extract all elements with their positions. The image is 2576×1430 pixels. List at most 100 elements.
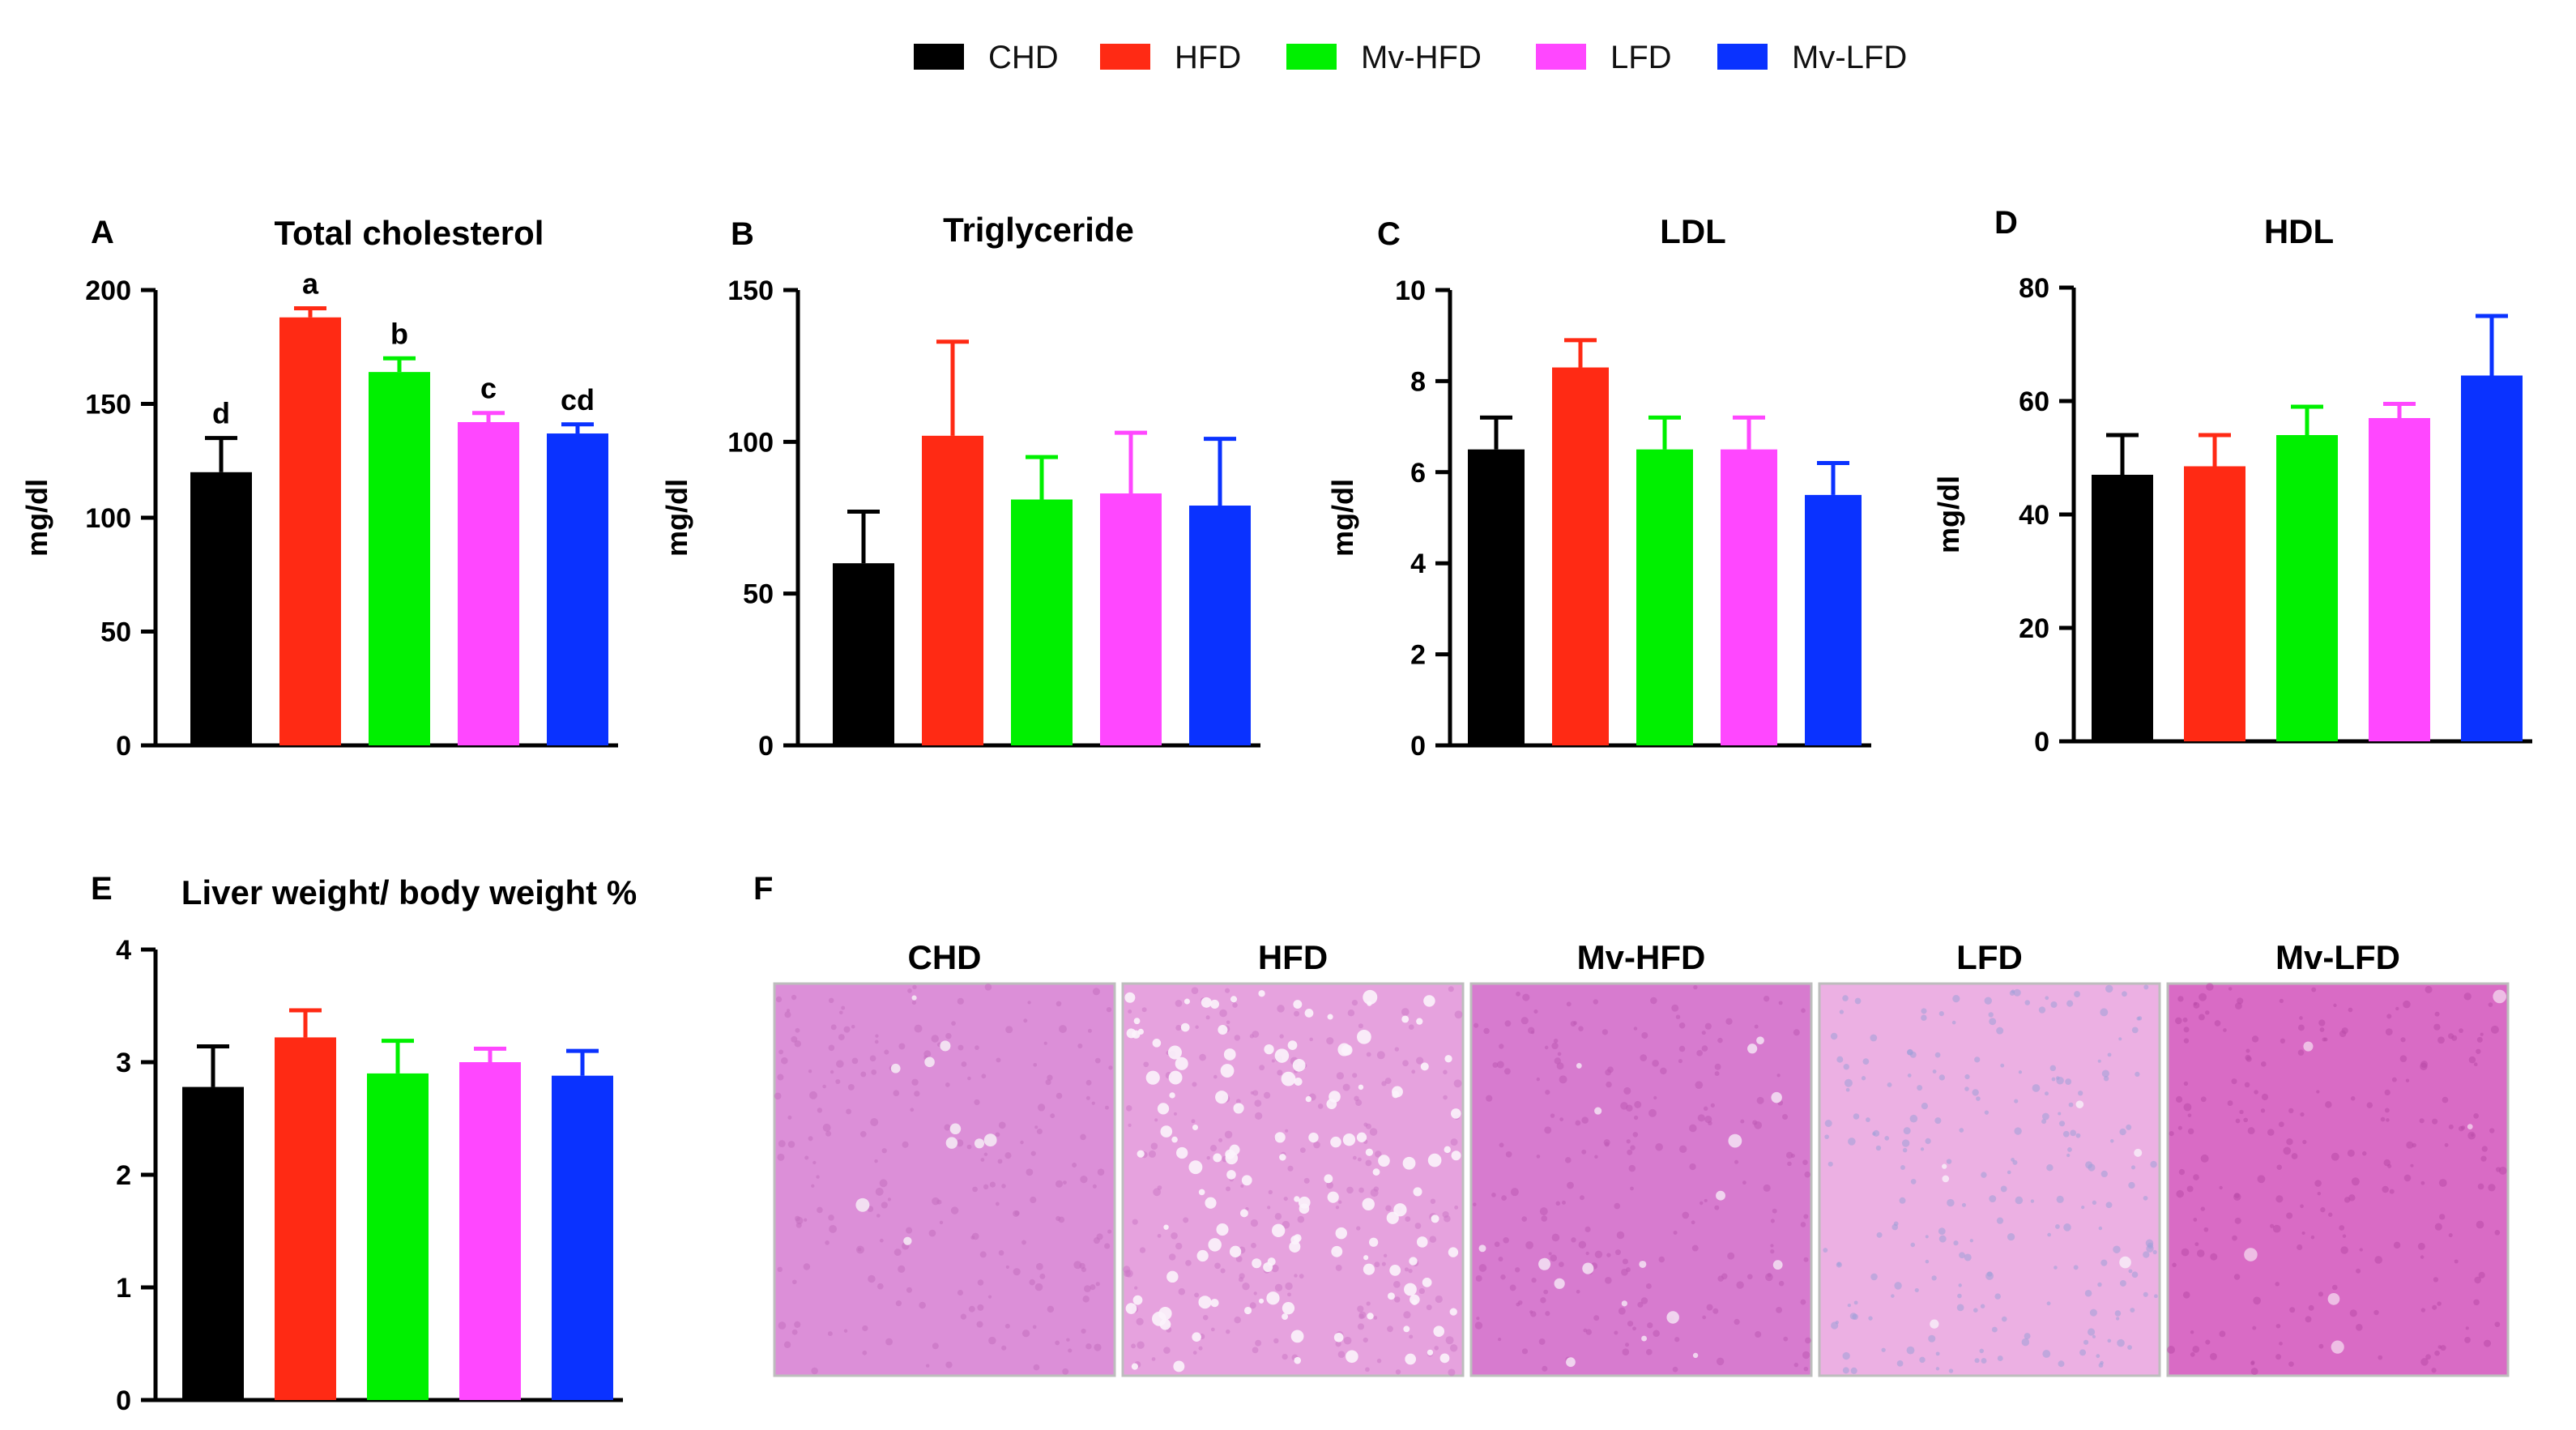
nucleus-dot — [884, 1049, 889, 1055]
nucleus-dot — [1342, 1083, 1350, 1091]
lipid-vacuole — [890, 1063, 901, 1074]
bar-e-mv-hfd — [367, 1073, 429, 1400]
nucleus-dot — [1192, 1351, 1197, 1355]
nucleus-dot — [778, 1140, 786, 1148]
nucleus-dot — [838, 1010, 843, 1015]
nucleus-dot — [787, 1141, 795, 1148]
nucleus-dot — [2200, 1154, 2209, 1163]
nucleus-dot — [928, 1229, 936, 1237]
lipid-vacuole — [1576, 1063, 1582, 1069]
nucleus-dot — [1828, 1161, 1833, 1167]
nucleus-dot — [2305, 1316, 2312, 1323]
nucleus-dot — [1277, 1005, 1285, 1013]
lipid-vacuole — [1160, 1125, 1173, 1138]
nucleus-dot — [1530, 1030, 1535, 1035]
nucleus-dot — [1606, 1081, 1612, 1088]
nucleus-dot — [2260, 1108, 2266, 1113]
nucleus-dot — [2214, 1020, 2221, 1027]
nucleus-dot — [1032, 1325, 1037, 1330]
nucleus-dot — [2289, 1307, 2296, 1313]
nucleus-dot — [2079, 1349, 2087, 1356]
y-tick-label-b: 0 — [758, 731, 774, 762]
nucleus-dot — [1475, 1274, 1482, 1282]
nucleus-dot — [1699, 1201, 1704, 1206]
nucleus-dot — [1658, 1256, 1665, 1263]
nucleus-dot — [1271, 1059, 1275, 1063]
nucleus-dot — [804, 1218, 808, 1222]
nucleus-dot — [784, 1011, 791, 1018]
nucleus-dot — [2199, 1014, 2205, 1021]
nucleus-dot — [1027, 1001, 1031, 1005]
nucleus-dot — [1682, 1211, 1690, 1219]
nucleus-dot — [1494, 1241, 1500, 1248]
lipid-vacuole — [1327, 1014, 1333, 1020]
nucleus-dot — [2175, 1017, 2182, 1025]
nucleus-dot — [1224, 988, 1230, 993]
nucleus-dot — [822, 1123, 831, 1132]
nucleus-dot — [1947, 1198, 1955, 1207]
lipid-vacuole — [1169, 1092, 1175, 1099]
lipid-vacuole — [1243, 1306, 1252, 1315]
nucleus-dot — [1653, 1095, 1657, 1100]
nucleus-dot — [2317, 1191, 2322, 1196]
nucleus-dot — [2205, 1339, 2211, 1345]
nucleus-dot — [2333, 1003, 2337, 1007]
nucleus-dot — [1648, 1108, 1657, 1117]
nucleus-dot — [1770, 1219, 1775, 1223]
nucleus-dot — [875, 1187, 884, 1196]
nucleus-dot — [1128, 1010, 1132, 1014]
nucleus-dot — [1801, 1008, 1806, 1014]
y-tick-label-e: 0 — [116, 1385, 131, 1416]
nucleus-dot — [1173, 1112, 1177, 1116]
nucleus-dot — [2066, 1000, 2074, 1007]
nucleus-dot — [1980, 1304, 1985, 1308]
nucleus-dot — [1782, 1113, 1789, 1121]
nucleus-dot — [1565, 1157, 1572, 1163]
nucleus-dot — [825, 1240, 830, 1245]
nucleus-dot — [1754, 1024, 1759, 1029]
nucleus-dot — [1891, 1294, 1895, 1298]
nucleus-dot — [2183, 1027, 2190, 1033]
nucleus-dot — [2063, 1223, 2071, 1232]
lipid-vacuole — [1152, 1039, 1162, 1048]
nucleus-dot — [1803, 1257, 1809, 1262]
nucleus-dot — [2464, 1337, 2471, 1343]
nucleus-dot — [1178, 1288, 1186, 1296]
nucleus-dot — [2018, 1070, 2023, 1074]
lipid-vacuole — [1368, 1237, 1379, 1247]
nucleus-dot — [1567, 1181, 1574, 1189]
lipid-vacuole — [2493, 989, 2506, 1004]
nucleus-dot — [1259, 1065, 1265, 1071]
nucleus-dot — [1531, 1278, 1537, 1283]
nucleus-dot — [911, 1000, 917, 1005]
nucleus-dot — [1536, 1155, 1541, 1159]
bar-d-chd — [2092, 475, 2153, 741]
nucleus-dot — [2193, 1174, 2199, 1180]
nucleus-dot — [851, 1024, 855, 1029]
nucleus-dot — [803, 1263, 811, 1270]
nucleus-dot — [925, 1364, 930, 1368]
nucleus-dot — [1491, 1193, 1496, 1197]
nucleus-dot — [1338, 1200, 1342, 1204]
nucleus-dot — [1021, 1240, 1026, 1245]
nucleus-dot — [1522, 993, 1530, 1001]
nucleus-dot — [914, 1024, 923, 1033]
nucleus-dot — [2318, 1291, 2323, 1297]
nucleus-dot — [1081, 1328, 1086, 1334]
y-tick-label-d: 40 — [2019, 500, 2049, 531]
nucleus-dot — [1778, 1001, 1783, 1005]
nucleus-dot — [2417, 1242, 2425, 1250]
nucleus-dot — [1708, 1121, 1712, 1126]
nucleus-dot — [2078, 1091, 2083, 1096]
nucleus-dot — [957, 1289, 964, 1296]
nucleus-dot — [1128, 1123, 1132, 1127]
lipid-vacuole — [1124, 992, 1136, 1003]
nucleus-dot — [2177, 1125, 2182, 1130]
nucleus-dot — [1746, 1274, 1753, 1280]
nucleus-dot — [1030, 1150, 1036, 1156]
nucleus-dot — [1697, 1114, 1705, 1122]
nucleus-dot — [2203, 1227, 2209, 1232]
nucleus-dot — [1192, 1082, 1197, 1087]
nucleus-dot — [1521, 1216, 1528, 1222]
nucleus-dot — [936, 1199, 942, 1205]
